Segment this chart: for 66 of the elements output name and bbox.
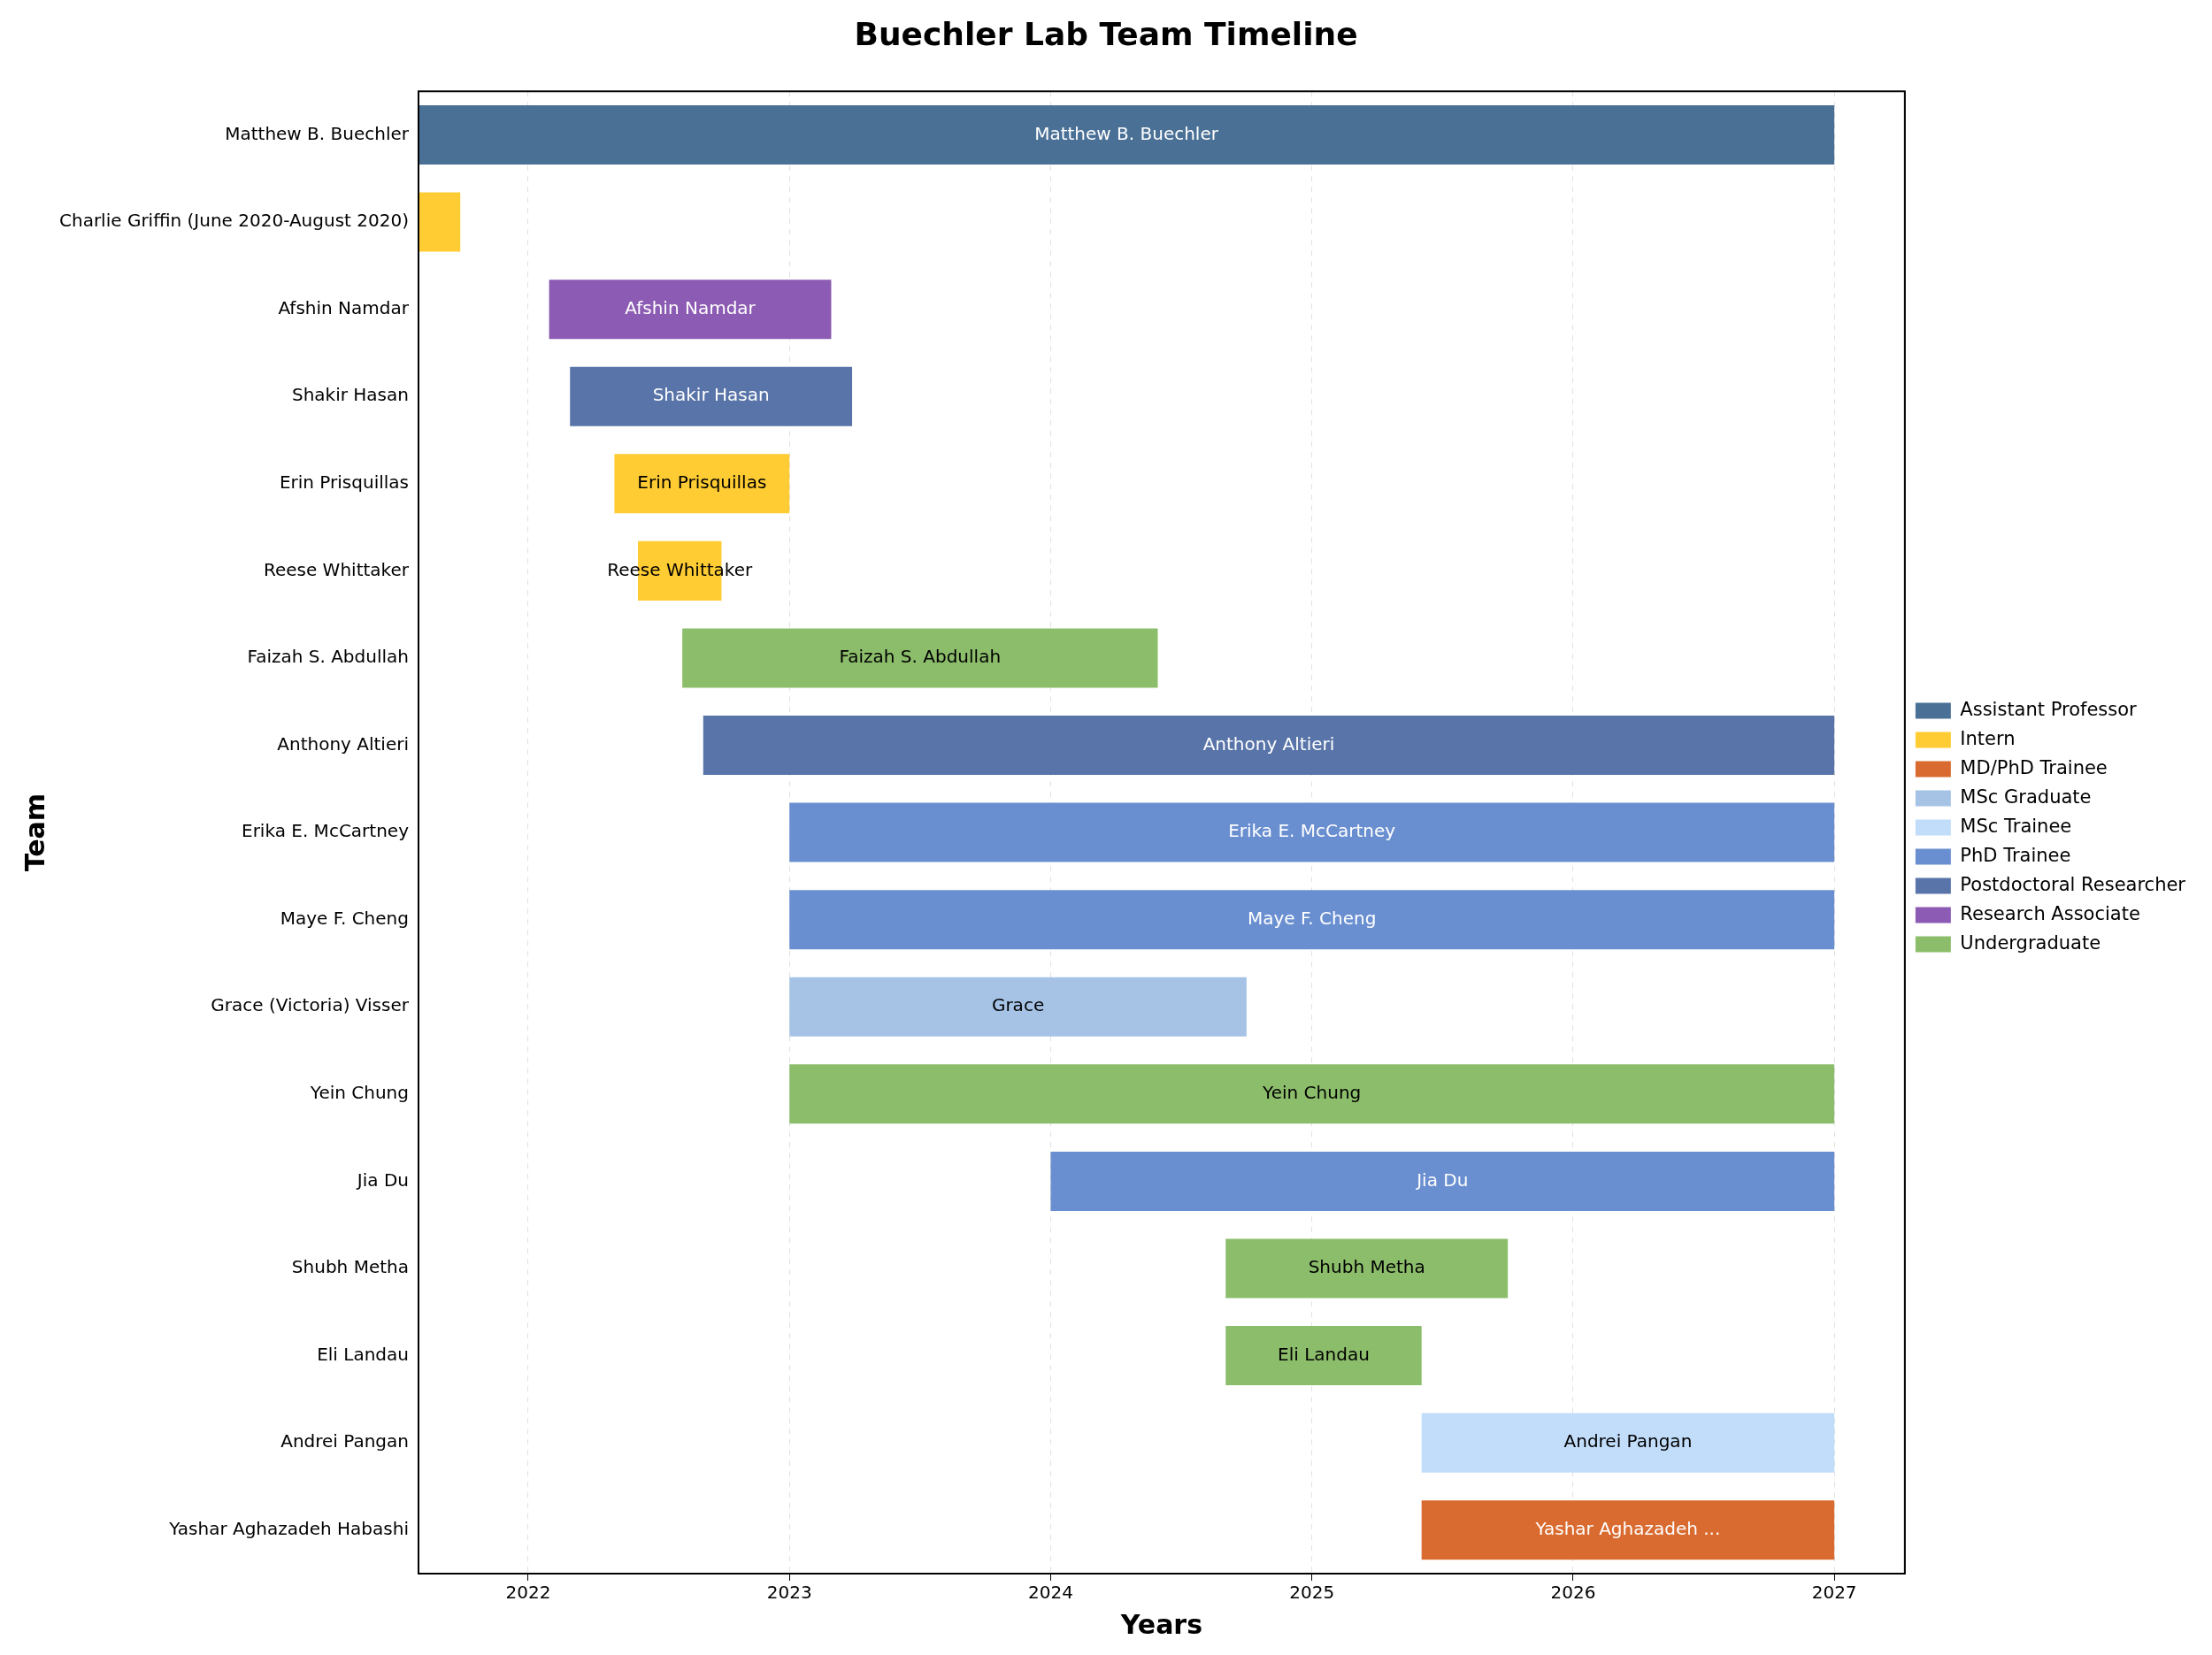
legend-label: Intern <box>1960 727 2016 749</box>
bar <box>1050 1151 1835 1211</box>
y-tick-label: Yashar Aghazadeh Habashi <box>168 1517 409 1539</box>
legend-label: MSc Trainee <box>1960 815 2072 837</box>
legend-label: MD/PhD Trainee <box>1960 756 2108 778</box>
y-tick-label: Shubh Metha <box>291 1256 409 1278</box>
legend-label: MSc Graduate <box>1960 785 2092 808</box>
legend-label: PhD Trainee <box>1960 844 2071 866</box>
data-label: Afshin Namdar <box>625 296 757 318</box>
data-label: Erin Prisquillas <box>637 471 767 493</box>
data-label: Erika E. McCartney <box>1228 820 1396 842</box>
x-tick-label: 2026 <box>1550 1582 1596 1604</box>
bar <box>549 280 832 340</box>
y-tick-label: Eli Landau <box>317 1343 409 1365</box>
bar <box>789 1064 1835 1124</box>
bar <box>1421 1500 1835 1560</box>
y-tick-label: Anthony Altieri <box>277 732 409 755</box>
bar <box>1225 1238 1509 1299</box>
x-tick-label: 2027 <box>1811 1582 1857 1604</box>
bar <box>1421 1413 1835 1473</box>
y-tick-label: Charlie Griffin (June 2020-August 2020) <box>59 210 409 232</box>
data-label: Yashar Aghazadeh ... <box>1534 1517 1721 1539</box>
legend-label: Postdoctoral Researcher <box>1960 873 2186 895</box>
bar <box>1225 1326 1422 1386</box>
bar <box>614 454 790 514</box>
y-tick-label: Faizah S. Abdullah <box>247 646 409 668</box>
x-tick-label: 2024 <box>1027 1582 1073 1604</box>
data-label: Maye F. Cheng <box>1248 907 1377 929</box>
data-label: Andrei Pangan <box>1563 1430 1693 1452</box>
bar <box>789 802 1835 862</box>
bar <box>789 977 1247 1037</box>
data-label: Jia Du <box>1415 1168 1469 1191</box>
data-label: Matthew B. Buechler <box>1034 122 1219 144</box>
y-tick-label: Afshin Namdar <box>278 296 410 318</box>
data-label: Eli Landau <box>1278 1343 1370 1365</box>
bar <box>570 366 853 426</box>
y-tick-label: Matthew B. Buechler <box>225 122 410 144</box>
legend-label: Undergraduate <box>1960 931 2101 954</box>
x-axis-title: Years <box>1119 1608 1203 1640</box>
y-tick-label: Jia Du <box>355 1168 409 1191</box>
legend-label: Assistant Professor <box>1960 698 2138 720</box>
y-tick-label: Maye F. Cheng <box>280 907 409 929</box>
y-axis-title: Team <box>19 793 50 872</box>
bar <box>418 104 1835 165</box>
bar <box>418 192 461 252</box>
y-tick-label: Erika E. McCartney <box>242 820 410 842</box>
bar <box>789 890 1835 950</box>
bar <box>703 716 1835 776</box>
data-label: Shakir Hasan <box>652 384 770 406</box>
x-tick-label: 2022 <box>505 1582 551 1604</box>
x-tick-label: 2023 <box>766 1582 812 1604</box>
data-label: Grace <box>991 994 1045 1016</box>
data-label: Anthony Altieri <box>1202 732 1335 755</box>
x-tick-label: 2025 <box>1289 1582 1335 1604</box>
data-label: Faizah S. Abdullah <box>839 646 1002 668</box>
y-tick-label: Shakir Hasan <box>291 384 409 406</box>
legend-label: Research Associate <box>1960 902 2140 924</box>
data-label: Shubh Metha <box>1308 1256 1425 1278</box>
y-tick-label: Erin Prisquillas <box>279 471 409 493</box>
y-tick-label: Andrei Pangan <box>280 1430 409 1452</box>
data-label: Yein Chung <box>1262 1082 1362 1104</box>
bar <box>682 628 1158 688</box>
y-tick-label: Reese Whittaker <box>263 558 410 580</box>
y-tick-label: Yein Chung <box>309 1082 409 1104</box>
chart-title: Buechler Lab Team Timeline <box>854 15 1358 52</box>
y-tick-label: Grace (Victoria) Visser <box>211 994 410 1016</box>
